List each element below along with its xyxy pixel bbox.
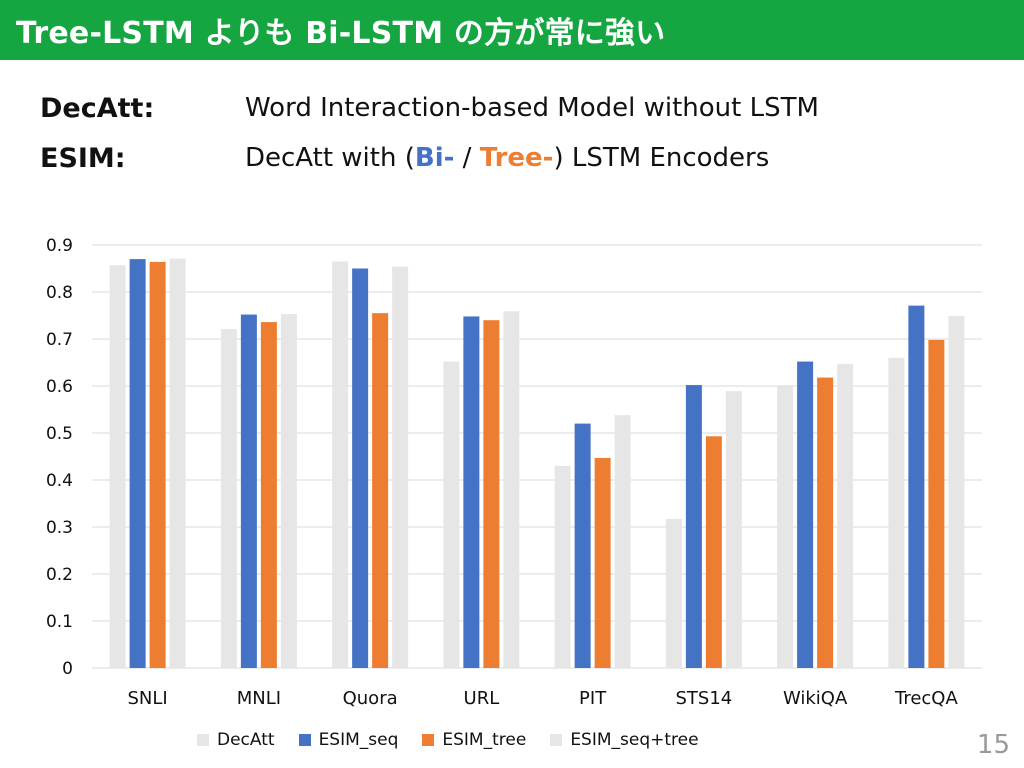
bar-decatt-pit — [554, 465, 571, 668]
bar-esim-seq-tree-pit — [614, 415, 631, 668]
legend-swatch — [197, 734, 209, 746]
bar-esim-tree-wikiqa — [817, 377, 834, 668]
y-tick-label: 0.3 — [46, 518, 73, 538]
bar-esim-tree-sts14 — [705, 436, 722, 668]
y-tick-label: 0.9 — [46, 236, 73, 256]
bar-esim-seq-tree-quora — [392, 266, 409, 668]
x-tick-label: URL — [464, 688, 500, 709]
definition-description: Word Interaction-based Model without LST… — [245, 93, 819, 123]
bar-esim-seq-tree-url — [503, 311, 520, 668]
bar-esim-seq-tree-sts14 — [725, 391, 742, 668]
x-tick-label: STS14 — [675, 688, 732, 709]
legend-swatch — [422, 734, 435, 746]
legend-label: ESIM_seq+tree — [570, 730, 699, 750]
bar-decatt-quora — [332, 261, 349, 668]
y-tick-label: 0.8 — [46, 283, 73, 303]
definition-description: DecAtt with (Bi- / Tree-) LSTM Encoders — [245, 143, 769, 173]
bar-esim-seq-quora — [352, 268, 369, 668]
y-tick-label: 0.6 — [46, 377, 73, 397]
y-tick-label: 0.1 — [46, 612, 73, 632]
bar-esim-tree-quora — [372, 313, 389, 668]
description-bi-highlight: Bi- — [414, 143, 455, 173]
bar-esim-seq-trecqa — [908, 305, 925, 668]
bar-chart: 0 0.1 0.2 0.3 0.4 0.5 0.6 0.7 0.8 0.9 SNLI MNLI Quo… — [46, 236, 982, 709]
chart-legend: DecAtt ESIM_seq ESIM_tree ESIM_seq+tree — [197, 728, 723, 752]
slide-title: Tree-LSTM よりも Bi-LSTM の方が常に強い — [16, 16, 666, 51]
x-tick-label: MNLI — [237, 688, 281, 709]
bar-esim-seq-sts14 — [685, 385, 702, 668]
x-tick-label: TrecQA — [894, 688, 958, 709]
x-tick-label: Quora — [343, 688, 398, 709]
x-tick-label: PIT — [579, 688, 607, 709]
x-tick-label: WikiQA — [783, 688, 848, 709]
bar-esim-seq-snli — [129, 259, 146, 668]
y-tick-label: 0 — [62, 659, 73, 679]
bar-esim-seq-tree-snli — [169, 258, 186, 668]
bar-decatt-snli — [109, 265, 126, 668]
y-tick-label: 0.2 — [46, 565, 73, 585]
legend-label: ESIM_seq — [318, 730, 399, 750]
x-tick-label: SNLI — [128, 688, 168, 709]
bar-esim-seq-pit — [574, 423, 591, 668]
definition-term: DecAtt: — [40, 93, 155, 124]
bar-esim-seq-tree-trecqa — [948, 315, 965, 668]
title-bar: Tree-LSTM よりも Bi-LSTM の方が常に強い — [0, 0, 1024, 60]
description-text-pre: DecAtt with ( — [245, 143, 415, 173]
bar-esim-seq-mnli — [240, 314, 257, 668]
bar-esim-tree-trecqa — [928, 339, 945, 668]
legend-swatch — [550, 734, 563, 746]
y-axis-ticks: 0 0.1 0.2 0.3 0.4 0.5 0.6 0.7 0.8 0.9 — [46, 236, 73, 679]
legend-item: ESIM_seq+tree — [550, 730, 699, 750]
grid-lines — [92, 244, 982, 669]
description-tree-highlight: Tree- — [479, 143, 554, 173]
legend-item: ESIM_tree — [422, 730, 526, 750]
y-tick-label: 0.7 — [46, 330, 73, 350]
page-number: 15 — [976, 730, 1010, 760]
x-axis-ticks: SNLI MNLI Quora URL PIT STS14 WikiQA TrecQA — [128, 688, 959, 709]
description-separator: / — [454, 143, 480, 173]
bar-decatt-trecqa — [888, 357, 905, 668]
bars — [109, 258, 965, 668]
bar-esim-seq-tree-wikiqa — [837, 363, 854, 668]
bar-decatt-wikiqa — [777, 386, 794, 668]
description-text-post: ) LSTM Encoders — [553, 143, 770, 173]
definition-term: ESIM: — [40, 143, 126, 174]
bar-esim-tree-mnli — [260, 322, 277, 668]
bar-decatt-sts14 — [665, 519, 682, 668]
definition-esim: ESIM: DecAtt with (Bi- / Tree-) LSTM Enc… — [40, 143, 1000, 183]
legend-label: ESIM_tree — [442, 730, 527, 750]
bar-esim-seq-url — [463, 316, 480, 668]
legend-item: ESIM_seq — [298, 730, 399, 750]
description-text: Word Interaction-based Model without LST… — [245, 93, 819, 123]
bar-esim-seq-wikiqa — [797, 361, 814, 668]
definition-decatt: DecAtt: Word Interaction-based Model wit… — [40, 93, 1000, 133]
y-tick-label: 0.4 — [46, 471, 73, 491]
legend-item: DecAtt — [197, 730, 275, 750]
legend-swatch — [298, 734, 311, 746]
bar-decatt-mnli — [220, 329, 237, 668]
y-tick-label: 0.5 — [46, 424, 73, 444]
bar-esim-tree-pit — [594, 457, 611, 668]
legend-label: DecAtt — [217, 730, 275, 750]
bar-esim-tree-snli — [149, 261, 166, 668]
bar-esim-seq-tree-mnli — [280, 314, 297, 668]
bar-esim-tree-url — [483, 320, 500, 668]
bar-decatt-url — [443, 361, 460, 668]
